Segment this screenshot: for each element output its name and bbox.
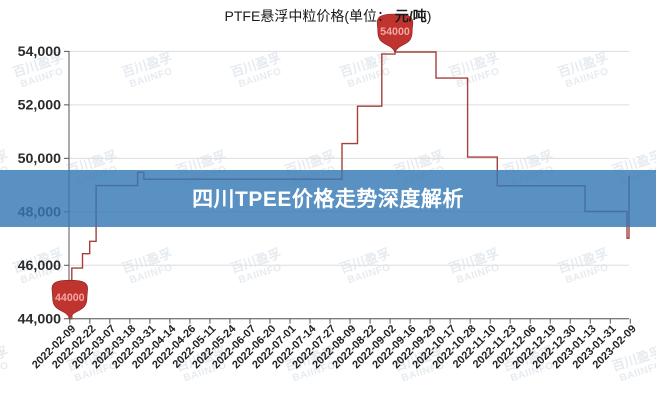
svg-text:50,000: 50,000: [18, 151, 62, 167]
svg-text:44,000: 44,000: [18, 311, 62, 327]
svg-text:54,000: 54,000: [18, 44, 62, 60]
svg-text:54000: 54000: [380, 26, 410, 38]
svg-text:44000: 44000: [55, 292, 85, 304]
svg-text:52,000: 52,000: [18, 97, 62, 113]
svg-text:46,000: 46,000: [18, 258, 62, 274]
